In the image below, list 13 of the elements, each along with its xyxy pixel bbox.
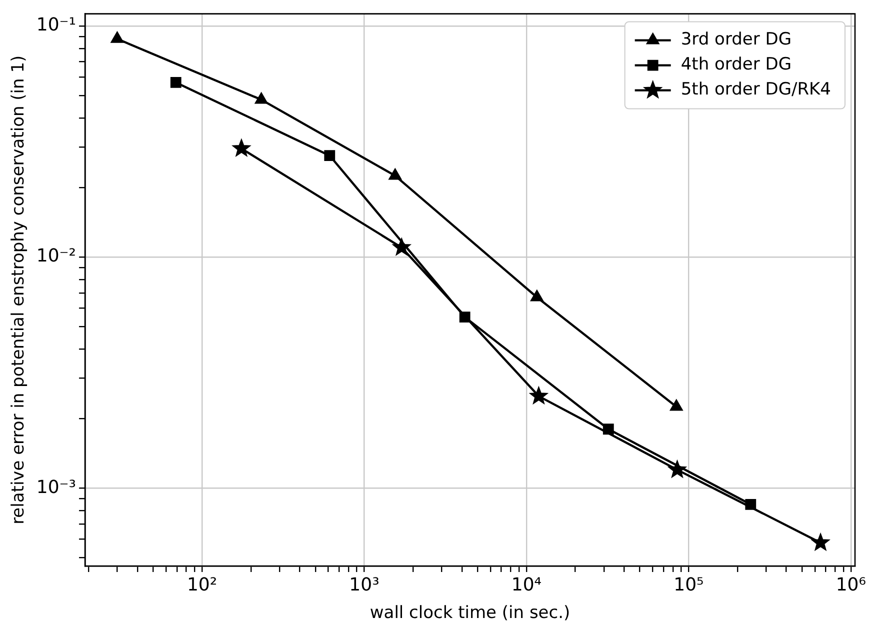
legend-label: 5th order DG/RK4 xyxy=(680,80,832,100)
legend-label: 3rd order DG xyxy=(680,30,792,50)
x-tick-label: 10⁶ xyxy=(836,574,866,596)
x-axis-title: wall clock time (in sec.) xyxy=(370,603,570,624)
x-tick-label: 10⁴ xyxy=(511,574,542,596)
y-axis-title: relative error in potential enstrophy conservation (in 1) xyxy=(8,55,29,524)
x-tick-label: 10³ xyxy=(349,574,380,596)
y-tick-label: 10⁻³ xyxy=(36,476,76,498)
x-tick-label: 10² xyxy=(186,574,218,596)
x-tick-label: 10⁵ xyxy=(674,574,704,596)
legend-label: 4th order DG xyxy=(680,54,792,75)
y-tick-label: 10⁻¹ xyxy=(36,14,76,36)
y-tick-label: 10⁻² xyxy=(36,246,76,267)
